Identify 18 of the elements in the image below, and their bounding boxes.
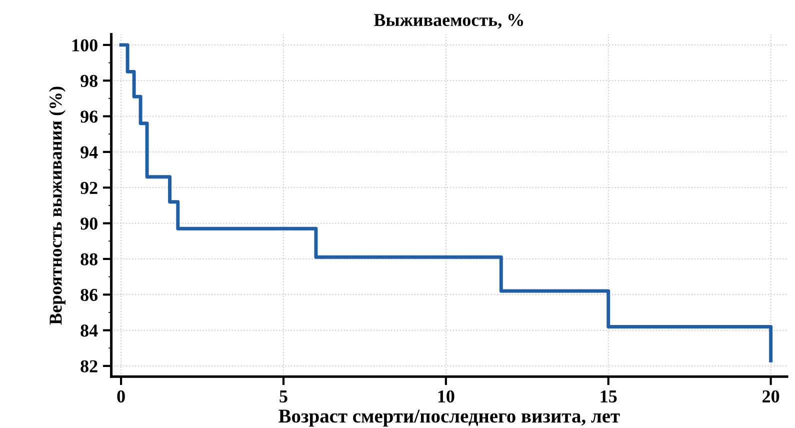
x-tick-label: 5 [280,390,288,403]
y-tick-label: 82 [80,360,98,372]
x-tick-label: 0 [117,390,125,403]
y-tick-label: 88 [80,253,98,266]
y-tick-label: 98 [80,74,98,88]
y-tick-label: 100 [72,39,98,52]
x-tick-label: 15 [600,390,617,403]
y-tick-label: 94 [80,146,98,158]
x-tick-label: 10 [438,390,454,403]
x-tick-label: 20 [762,390,780,403]
y-tick-label: 84 [80,324,98,337]
y-tick-label: 86 [80,288,98,302]
y-tick-label: 92 [80,182,98,194]
x-axis-title: Возраст смерти/последнего визита, лет [278,410,620,427]
chart-title: Выживаемость, % [374,14,523,29]
y-tick-label: 96 [80,110,98,123]
y-axis-title: Вероятность выживания (%) [49,86,66,325]
y-tick-label: 90 [80,218,98,230]
